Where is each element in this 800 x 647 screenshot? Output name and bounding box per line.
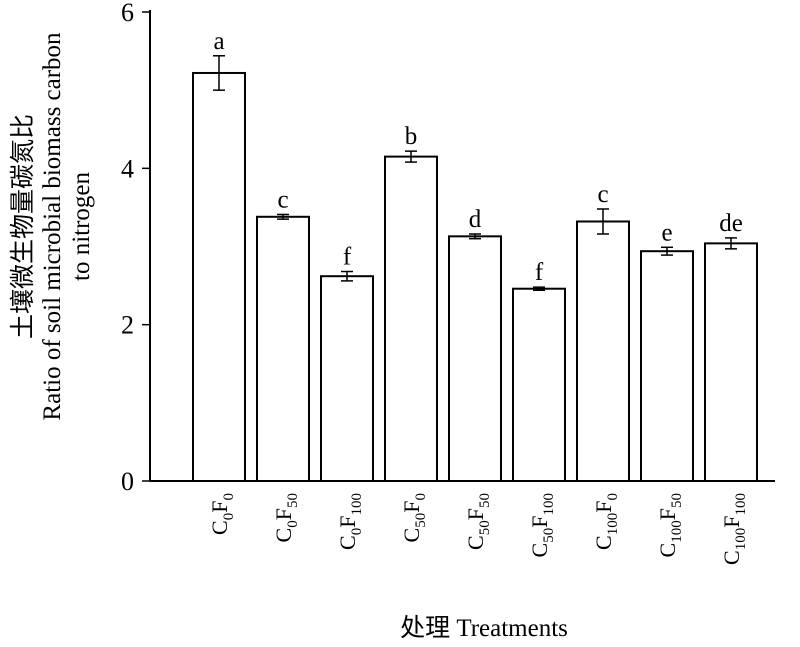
y-tick-label-0: 0: [121, 467, 134, 496]
y-ticks-layer: 0 2 4 6: [121, 0, 150, 496]
significance-label-8: e: [661, 219, 672, 246]
y-tick-label-6: 6: [121, 0, 134, 27]
bar-7: [576, 220, 630, 482]
error-bar-1: [213, 55, 225, 91]
x-category-label-2: C0​F50​: [271, 493, 301, 542]
significance-label-6: f: [535, 259, 544, 286]
x-category-label-7: C100​F0​: [591, 493, 621, 550]
significance-label-7: c: [597, 181, 608, 208]
x-category-label-3: C0​F100​: [335, 493, 365, 550]
x-category-label-6: C50​F100​: [527, 493, 557, 557]
bar-6: [512, 287, 566, 482]
x-category-label-8: C100​F50​: [655, 493, 685, 557]
y-tick-label-4: 4: [121, 154, 134, 183]
y-tick-label-2: 2: [121, 311, 134, 340]
x-category-labels-layer: C0​F0​ C0​F50​ C0​F100​ C50​F0​ C50​F50​ C50​…: [207, 493, 749, 565]
y-axis-label-english-line1: Ratio of soil microbial biomass carbon: [39, 32, 66, 421]
x-category-label-1: C0​F0​: [207, 493, 237, 535]
significance-label-4: b: [405, 123, 418, 150]
error-bar-3: [341, 270, 353, 282]
significance-labels-layer: a c f b d f c e de: [213, 28, 742, 286]
bars-layer: [192, 71, 758, 482]
significance-label-5: d: [469, 206, 482, 233]
error-bar-4: [405, 150, 417, 163]
x-category-label-9: C100​F100​: [719, 493, 749, 565]
axes-layer: [149, 10, 775, 482]
bar-3: [320, 275, 374, 482]
bar-5: [448, 235, 502, 482]
bar-8: [640, 250, 694, 482]
error-bar-9: [725, 237, 737, 250]
x-category-label-5: C50​F50​: [463, 493, 493, 550]
bar-4: [384, 155, 438, 482]
significance-label-3: f: [343, 244, 352, 271]
error-bar-2: [277, 213, 289, 220]
significance-label-2: c: [277, 186, 288, 213]
x-category-label-4: C50​F0​: [399, 493, 429, 542]
error-bar-6: [533, 286, 545, 292]
error-bar-5: [469, 233, 481, 240]
y-axis-label-english-line2: to nitrogen: [68, 171, 95, 281]
bar-9: [704, 242, 758, 482]
significance-label-1: a: [213, 28, 224, 55]
bar-1: [192, 71, 246, 482]
error-bar-7: [597, 208, 609, 235]
significance-label-9: de: [719, 210, 743, 237]
y-axis-label-chinese: 土壤微生物量碳氮比: [9, 114, 37, 339]
x-axis-label: 处理 Treatments: [400, 614, 568, 642]
error-bar-8: [661, 246, 673, 256]
error-bars-layer: [213, 55, 737, 292]
bar-2: [256, 215, 310, 482]
